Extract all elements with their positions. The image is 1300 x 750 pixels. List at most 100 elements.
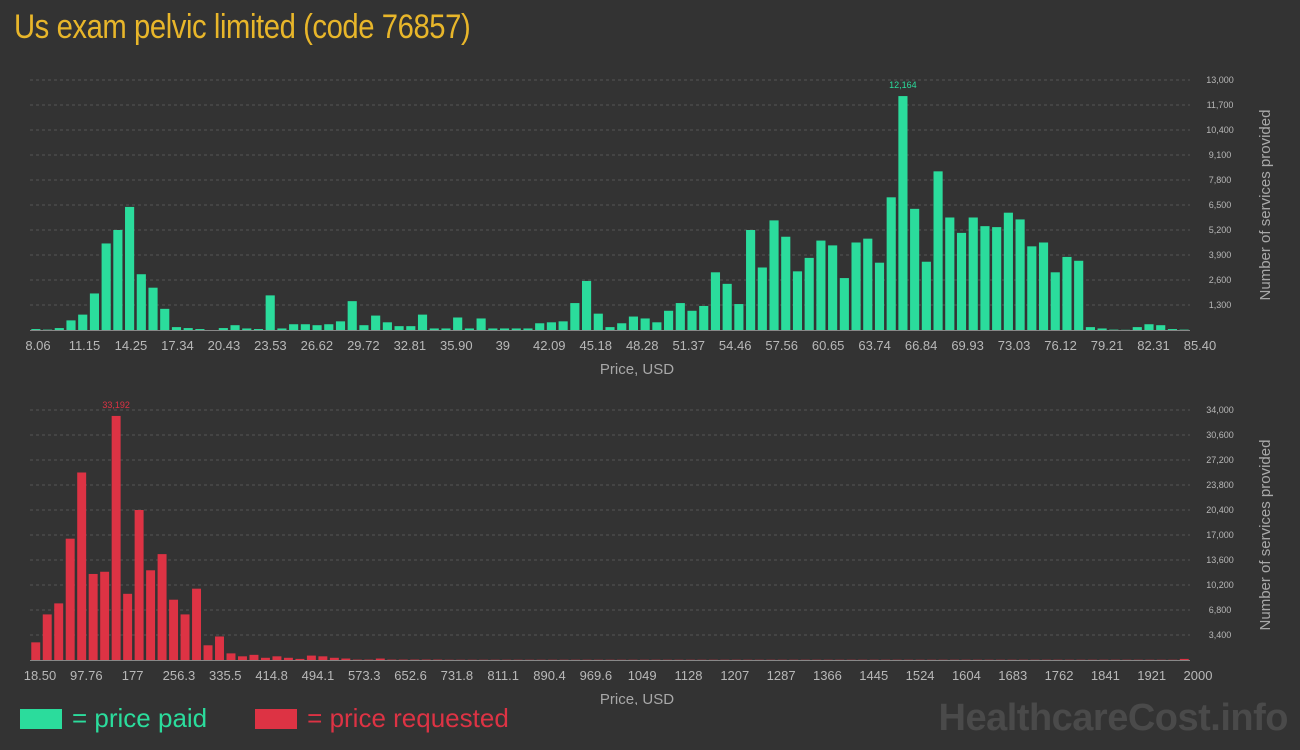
bar [78,314,88,330]
x-tick-label: 494.1 [302,668,335,683]
y-tick-label: 11,700 [1207,100,1234,110]
bar [1074,260,1084,330]
x-tick-label: 256.3 [163,668,196,683]
y-tick-label: 5,200 [1209,225,1232,235]
bar [605,327,615,330]
x-tick-label: 23.53 [254,338,287,353]
x-tick-label: 1445 [859,668,888,683]
bar [710,272,721,330]
y-tick-label: 6,800 [1209,605,1232,615]
bar [675,303,685,330]
bar [628,316,639,330]
bar [347,301,357,330]
bar [148,287,158,330]
bar [699,305,709,330]
bar [593,313,603,330]
x-axis-title: Price, USD [600,361,674,378]
bar [828,245,838,330]
x-tick-label: 1762 [1045,668,1074,683]
bar [945,217,955,330]
bar [476,318,486,330]
bar [769,220,779,330]
bar [429,328,439,330]
bar [300,324,310,330]
bar [558,321,568,330]
x-tick-label: 2000 [1184,668,1213,683]
bar [215,636,224,660]
y-tick-label: 23,800 [1206,480,1234,490]
bar [570,303,580,330]
x-tick-label: 1921 [1137,668,1166,683]
watermark-logo: HealthcareCost.info [938,697,1289,739]
bar [371,315,381,330]
x-tick-label: 414.8 [255,668,288,683]
bar [88,573,98,660]
bar [123,593,133,660]
bar [898,96,908,330]
bar [886,197,896,330]
legend-item-requested: = price requested [255,703,509,734]
y-tick-label: 6,500 [1209,200,1232,210]
bar [312,325,322,330]
bar [1132,327,1142,330]
x-tick-label: 811.1 [487,668,519,683]
bar [746,230,756,330]
bar [324,324,334,330]
bar [851,242,861,330]
x-tick-label: 79.21 [1091,338,1124,353]
bar [31,329,41,330]
bar [180,614,190,660]
bar [101,243,111,330]
bar [54,328,64,330]
y-tick-label: 10,400 [1206,125,1234,135]
x-tick-label: 8.06 [25,338,50,353]
y-tick-label: 1,300 [1209,300,1232,310]
bar [839,278,849,330]
x-tick-label: 1207 [720,668,749,683]
bar [511,328,521,330]
bar [792,271,803,330]
bar [781,236,791,330]
bar [54,603,64,660]
bar [260,657,270,660]
x-tick-label: 35.90 [440,338,473,353]
bar [265,295,275,330]
bar [1144,324,1154,330]
x-tick-label: 63.74 [858,338,891,353]
bar [341,658,351,660]
bar [1179,658,1189,660]
bar [237,656,247,660]
x-tick-label: 969.6 [580,668,613,683]
x-tick-label: 18.50 [24,668,57,683]
y-axis-title: Number of services provided [1257,110,1274,301]
x-tick-label: 54.46 [719,338,752,353]
x-tick-label: 76.12 [1044,338,1077,353]
y-tick-label: 13,000 [1206,75,1234,85]
bar [192,588,202,660]
bar [113,230,123,330]
bar [921,261,931,330]
bar [195,329,205,330]
bar [1015,219,1025,330]
y-tick-label: 10,200 [1206,580,1234,590]
y-tick-label: 20,400 [1206,505,1234,515]
bar [329,657,339,660]
peak-value-label: 33,192 [102,400,130,410]
bar [1038,242,1049,330]
bar [417,314,428,330]
x-tick-label: 69.93 [951,338,984,353]
bar [230,325,240,330]
bar [956,232,967,330]
x-axis-title: Price, USD [600,691,674,705]
bar [816,240,826,330]
bar [66,320,76,330]
x-tick-label: 39 [496,338,510,353]
bar [968,217,978,330]
x-tick-label: 51.37 [672,338,705,353]
bar [203,645,213,660]
y-tick-label: 7,800 [1209,175,1232,185]
bar [1167,329,1177,330]
bar [318,656,328,660]
bar [289,324,299,330]
x-tick-label: 66.84 [905,338,938,353]
